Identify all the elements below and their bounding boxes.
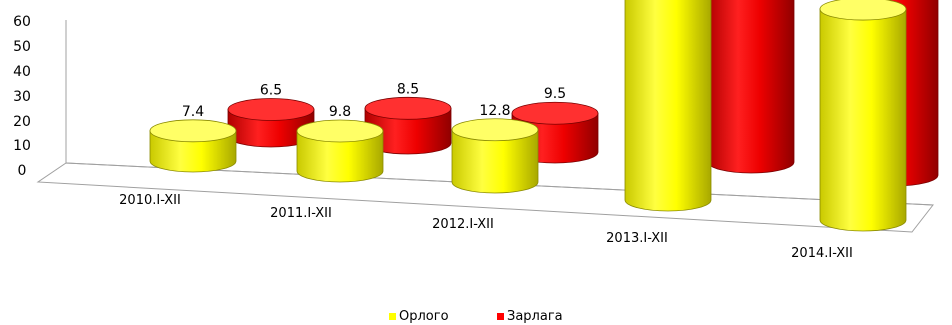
x-category-label: 2010.I-XII <box>119 193 181 208</box>
value-label-zarlaga: 9.5 <box>544 86 566 102</box>
cylinder-orlogo <box>296 119 384 183</box>
x-category-label: 2012.I-XII <box>432 217 494 232</box>
y-tick-label: 40 <box>13 64 31 80</box>
legend-swatch-orlogo <box>389 313 396 320</box>
y-tick-label: 60 <box>13 14 31 30</box>
cylinder-zarlaga <box>227 98 315 148</box>
value-label-orlogo: 12.8 <box>479 103 510 119</box>
cylinder-orlogo <box>819 0 907 232</box>
x-category-label: 2014.I-XII <box>791 246 853 261</box>
value-label-orlogo: 9.8 <box>329 104 351 120</box>
legend: Орлого Зарлага <box>389 309 563 324</box>
legend-swatch-zarlaga <box>497 313 504 320</box>
value-label-zarlaga: 8.5 <box>397 81 419 97</box>
bars: 6.58.59.544.455.07.49.812.852.551.7 <box>149 0 939 232</box>
value-label-zarlaga: 6.5 <box>260 82 282 98</box>
y-tick-label: 20 <box>13 114 31 130</box>
y-tick-label: 10 <box>13 138 31 154</box>
cylinder-zarlaga <box>364 96 452 155</box>
y-tick-label: 0 <box>18 163 27 179</box>
cylinder-zarlaga <box>707 0 795 174</box>
y-tick-label: 50 <box>13 39 31 55</box>
cylinder-orlogo <box>451 118 539 194</box>
cylinder-orlogo <box>624 0 712 212</box>
y-tick-label: 30 <box>13 89 31 105</box>
legend-label-orlogo: Орлого <box>399 309 449 324</box>
x-category-label: 2011.I-XII <box>270 206 332 221</box>
value-label-orlogo: 7.4 <box>182 104 204 120</box>
legend-label-zarlaga: Зарлага <box>507 309 563 324</box>
x-axis: 2010.I-XII 2011.I-XII 2012.I-XII 2013.I-… <box>119 193 853 261</box>
y-axis: 60 50 40 30 20 10 0 <box>13 14 31 179</box>
cylinder-orlogo <box>149 119 237 173</box>
x-category-label: 2013.I-XII <box>606 231 668 246</box>
